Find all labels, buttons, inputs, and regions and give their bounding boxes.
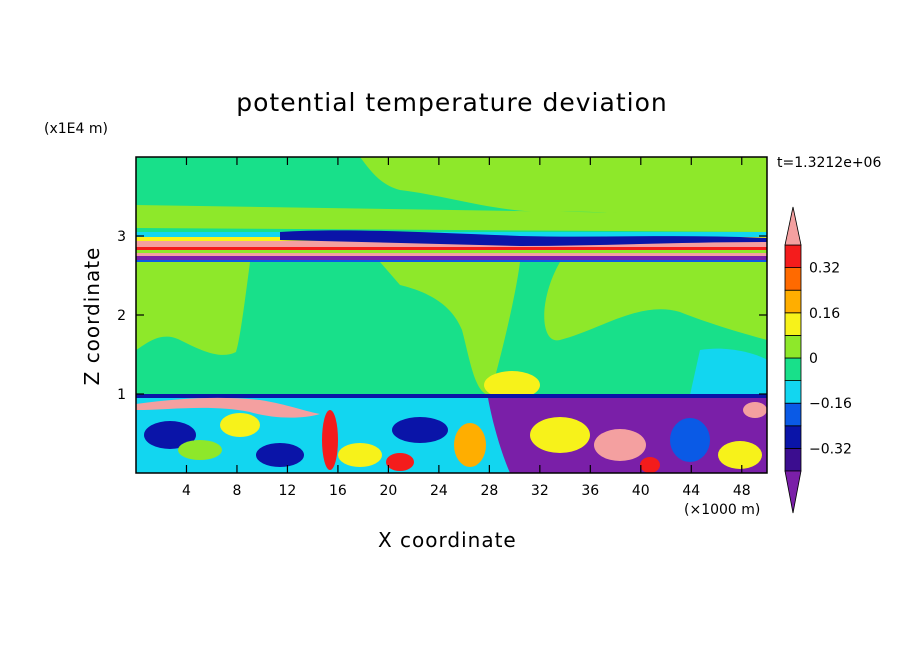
y-tick-label-2: 3 [117, 229, 126, 245]
field-boundary-top-blue [136, 394, 767, 398]
colorbar-segment-8 [784, 267, 802, 291]
y-axis-unit: (x1E4 m) [44, 121, 108, 137]
x-tick-label-6: 28 [480, 483, 498, 499]
x-tick-label-11: 48 [733, 483, 751, 499]
field-mid-light-right [544, 262, 767, 341]
colorbar-label-2: 0 [809, 351, 818, 367]
field-boundary-pink-left [136, 397, 320, 418]
field-upper-light-region [136, 157, 767, 218]
colorbar-label-4: −0.32 [809, 441, 852, 457]
x-tick-label-2: 12 [279, 483, 297, 499]
field-band-purple [136, 256, 767, 260]
field-vortex-2 [178, 440, 222, 460]
colorbar-segment-6 [784, 312, 802, 336]
x-tick-label-0: 4 [182, 483, 191, 499]
x-axis-unit: (×1000 m) [684, 502, 761, 518]
field-layer [136, 157, 767, 473]
y-ticks: 1 2 3 [117, 229, 767, 403]
time-label: t=1.3212e+06 [777, 155, 882, 171]
field-vortex-14 [743, 402, 767, 418]
field-top-strip [136, 205, 767, 232]
colorbar-segment-9 [784, 244, 802, 269]
field-band-light-1 [136, 250, 767, 253]
colorbar-segment-2 [784, 402, 802, 427]
colorbar-segment-0 [784, 447, 802, 472]
colorbar-segment-4 [784, 357, 802, 382]
x-tick-label-10: 44 [682, 483, 700, 499]
colorbar-segment-3 [784, 380, 802, 404]
field-mid-yellow-blob [484, 371, 540, 399]
field-band-navy-1 [280, 230, 767, 246]
colorbar-segment-5 [784, 334, 802, 359]
field-vortex-1 [144, 421, 196, 449]
colorbar-extend-low [784, 470, 802, 514]
y-tick-label-0: 1 [117, 387, 126, 403]
field-vortex-5 [322, 410, 338, 470]
x-tick-label-3: 16 [329, 483, 347, 499]
field-vortex-9 [386, 453, 414, 471]
colorbar-segment-7 [784, 289, 802, 314]
colorbar-extend-high [784, 206, 802, 246]
field-vortex-11 [594, 429, 646, 461]
colorbar-segment-1 [784, 425, 802, 449]
x-tick-label-1: 8 [232, 483, 241, 499]
field-mid-light-center [380, 262, 520, 395]
y-tick-label-1: 2 [117, 308, 126, 324]
x-tick-label-7: 32 [531, 483, 549, 499]
field-vortex-13 [718, 441, 762, 469]
field-mid-cyan-right [690, 348, 767, 395]
x-axis-label: X coordinate [378, 528, 517, 552]
field-vortex-8 [454, 423, 486, 467]
colorbar-label-0: 0.32 [809, 261, 840, 277]
field-vortex-6 [338, 443, 382, 467]
field-vortex-10 [530, 417, 590, 453]
field-mid-light-left [136, 262, 250, 355]
x-tick-label-8: 36 [581, 483, 599, 499]
x-ticks: 4 8 12 16 20 24 28 32 36 40 44 48 [182, 157, 751, 499]
field-band-pink-2 [136, 253, 767, 256]
colorbar-label-1: 0.16 [809, 306, 840, 322]
x-tick-label-4: 20 [379, 483, 397, 499]
field-band-blue [136, 260, 767, 262]
field-vortex-7 [392, 417, 448, 443]
field-vortex-4 [256, 443, 304, 467]
field-vortex-12 [670, 418, 710, 462]
x-tick-label-9: 40 [632, 483, 650, 499]
colorbar-label-3: −0.16 [809, 396, 852, 412]
colorbar: 0.32 0.16 0 −0.16 −0.32 [784, 206, 852, 514]
field-vortex-15 [640, 457, 660, 473]
chart-title: potential temperature deviation [236, 88, 668, 117]
field-band-red-1 [136, 247, 767, 250]
x-tick-label-5: 24 [430, 483, 448, 499]
field-vortex-3 [220, 413, 260, 437]
